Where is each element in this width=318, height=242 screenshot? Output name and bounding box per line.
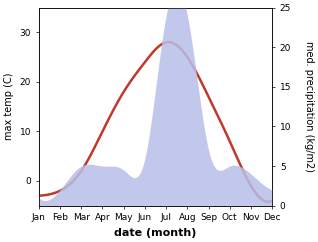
Y-axis label: med. precipitation (kg/m2): med. precipitation (kg/m2) (304, 41, 314, 172)
Y-axis label: max temp (C): max temp (C) (4, 73, 14, 140)
X-axis label: date (month): date (month) (114, 228, 197, 238)
